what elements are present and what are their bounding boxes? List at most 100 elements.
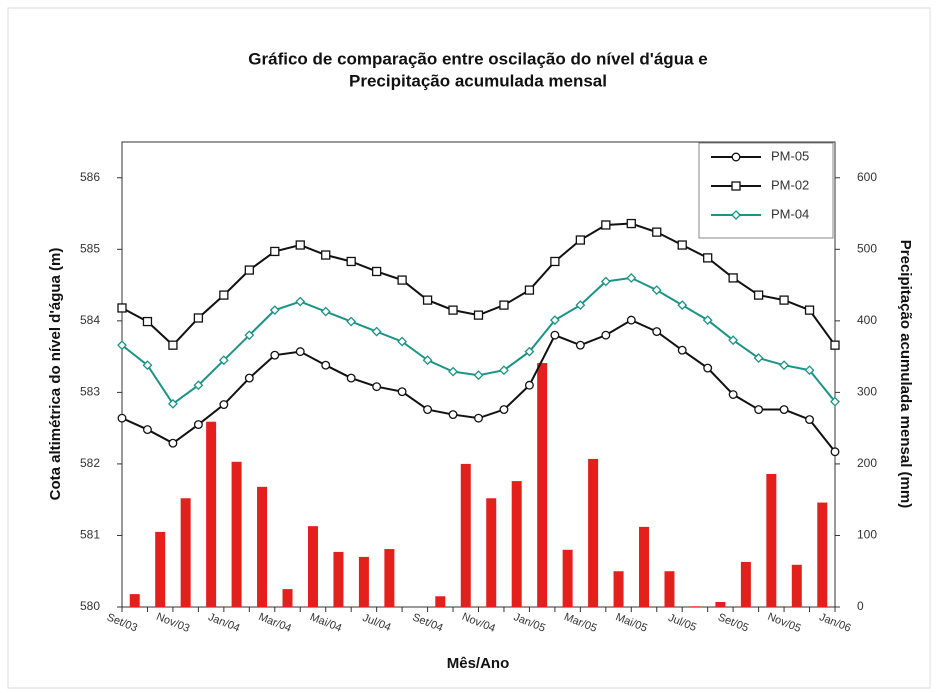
marker xyxy=(244,330,255,341)
marker xyxy=(193,380,204,391)
bar xyxy=(588,458,599,607)
marker xyxy=(321,360,331,370)
marker xyxy=(677,240,687,250)
marker xyxy=(321,250,331,260)
marker xyxy=(219,290,229,300)
marker xyxy=(270,246,280,257)
line xyxy=(121,222,836,347)
chart-title: Precipitação acumulada mensal xyxy=(349,71,607,90)
marker xyxy=(575,340,585,350)
marker xyxy=(193,420,203,430)
marker xyxy=(779,360,789,371)
marker xyxy=(320,306,331,317)
bar xyxy=(766,473,777,607)
marker xyxy=(474,413,483,423)
bar xyxy=(435,596,446,607)
bar xyxy=(384,549,395,607)
y2-tick-label: 500 xyxy=(857,241,877,255)
bar xyxy=(715,601,726,607)
marker xyxy=(397,387,407,397)
x-axis-label: Mês/Ano xyxy=(447,655,510,672)
bar xyxy=(358,556,369,607)
marker xyxy=(168,398,178,409)
marker xyxy=(346,316,357,327)
bar xyxy=(537,363,548,607)
marker xyxy=(422,355,433,366)
marker xyxy=(117,340,127,351)
marker xyxy=(524,380,534,390)
bar xyxy=(155,531,166,607)
marker xyxy=(575,235,586,245)
line xyxy=(121,319,836,453)
marker xyxy=(499,405,509,415)
bar xyxy=(740,561,751,607)
y-axis-label: Cota altimétrica do nível d'água (m) xyxy=(47,248,64,501)
y-tick-label: 582 xyxy=(80,456,100,470)
marker xyxy=(372,382,382,392)
marker xyxy=(601,220,611,230)
bar xyxy=(664,571,675,607)
marker xyxy=(168,438,178,448)
marker xyxy=(753,290,764,300)
bar xyxy=(231,461,242,607)
series-3 xyxy=(117,273,840,409)
marker xyxy=(601,330,611,340)
marker xyxy=(702,315,713,326)
x-tick-label: Mai/05 xyxy=(614,611,649,634)
marker xyxy=(397,336,408,347)
y-tick-label: 586 xyxy=(80,170,100,184)
bar xyxy=(511,481,522,607)
x-tick-label: Mai/04 xyxy=(308,611,343,634)
marker xyxy=(346,373,356,383)
x-tick-label: Set/05 xyxy=(716,611,750,634)
legend-label: PM-02 xyxy=(771,177,809,192)
bar xyxy=(282,589,293,607)
bar xyxy=(129,594,140,607)
marker xyxy=(448,410,458,420)
marker xyxy=(423,405,433,415)
legend-label: PM-04 xyxy=(771,206,809,221)
x-tick-label: Jan/05 xyxy=(512,611,547,634)
marker xyxy=(652,327,662,337)
marker xyxy=(779,405,789,415)
marker xyxy=(804,305,815,315)
marker xyxy=(600,276,611,287)
y-tick-label: 584 xyxy=(80,313,100,327)
x-tick-label: Jan/04 xyxy=(206,611,241,634)
marker xyxy=(626,273,637,283)
marker xyxy=(753,353,764,363)
marker xyxy=(728,390,738,399)
marker xyxy=(677,345,687,355)
y2-tick-label: 100 xyxy=(857,528,877,542)
x-tick-label: Set/04 xyxy=(411,611,445,634)
marker xyxy=(219,400,229,409)
x-tick-label: Nov/05 xyxy=(766,611,803,635)
marker xyxy=(731,210,741,220)
marker xyxy=(295,240,305,250)
legend-box xyxy=(698,142,834,239)
marker xyxy=(575,300,586,311)
marker xyxy=(728,335,739,346)
marker xyxy=(117,303,127,313)
marker xyxy=(142,316,153,327)
marker xyxy=(218,355,229,366)
y2-axis-label: Precipitação acumulada mensal (mm) xyxy=(897,240,914,508)
page-frame xyxy=(7,7,931,689)
marker xyxy=(728,273,738,283)
marker xyxy=(731,152,741,162)
marker xyxy=(371,326,382,337)
bar xyxy=(257,486,268,607)
marker xyxy=(731,181,741,191)
marker xyxy=(371,266,382,277)
marker xyxy=(805,415,814,425)
marker xyxy=(626,315,636,325)
marker xyxy=(652,227,662,237)
marker xyxy=(473,370,484,381)
marker xyxy=(804,365,815,376)
marker xyxy=(244,265,254,275)
series-2 xyxy=(117,218,840,350)
marker xyxy=(448,305,458,315)
marker xyxy=(626,218,636,229)
marker xyxy=(143,425,152,435)
